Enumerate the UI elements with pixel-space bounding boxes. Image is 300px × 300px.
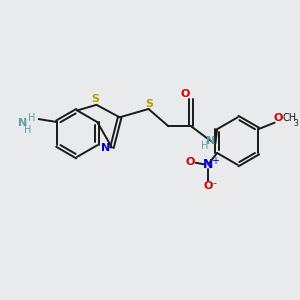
Text: +: + [211, 156, 219, 166]
Text: CH: CH [282, 113, 296, 124]
Text: -: - [212, 178, 216, 189]
Text: O: O [181, 89, 190, 99]
Text: N: N [206, 136, 215, 146]
Text: H: H [201, 141, 208, 152]
Text: S: S [145, 99, 153, 109]
Text: 3: 3 [294, 119, 298, 128]
Text: O: O [186, 157, 195, 166]
Text: N: N [203, 158, 213, 171]
Text: O: O [203, 181, 213, 191]
Text: N: N [101, 143, 111, 153]
Text: O: O [274, 113, 283, 124]
Text: H: H [28, 113, 35, 123]
Text: S: S [91, 94, 99, 104]
Text: N: N [18, 118, 27, 128]
Text: H: H [24, 125, 31, 135]
